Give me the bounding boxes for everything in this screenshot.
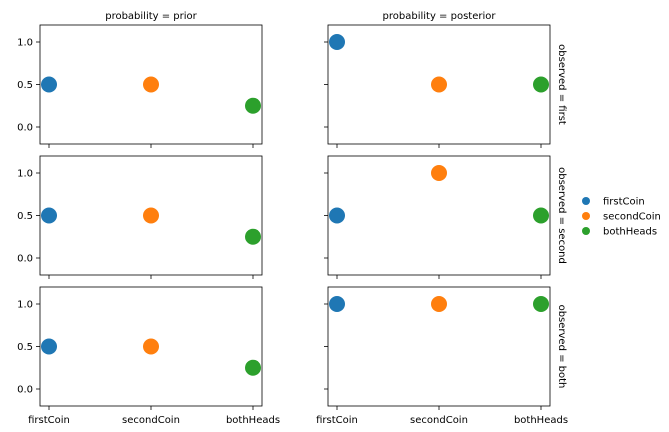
- x-tick-label: secondCoin: [122, 415, 180, 426]
- y-tick-label: 0.0: [17, 123, 33, 134]
- y-tick-label: 0.5: [17, 342, 33, 353]
- legend-marker: [582, 227, 590, 235]
- y-tick-label: 0.0: [17, 385, 33, 396]
- legend-label: secondCoin: [603, 212, 661, 223]
- legend-marker: [582, 197, 590, 205]
- y-tick-label: 1.0: [17, 38, 33, 49]
- row-title: observed = first: [556, 44, 567, 125]
- y-tick-label: 1.0: [17, 169, 33, 180]
- y-tick-label: 0.0: [17, 254, 33, 265]
- data-point-secondCoin: [143, 76, 159, 93]
- legend-label: bothHeads: [603, 227, 657, 238]
- legend: firstCoin secondCoin bothHeads: [582, 197, 661, 238]
- row-title: observed = second: [556, 167, 567, 264]
- data-point-firstCoin: [329, 207, 345, 224]
- legend-marker: [582, 212, 590, 220]
- panel-r1-c0: 0.0 0.5 1.0: [17, 155, 263, 279]
- panel-r0-c0: 0.0 0.5 1.0 probability = prior: [17, 11, 263, 148]
- x-tick-label: bothHeads: [514, 415, 568, 426]
- data-point-secondCoin: [431, 165, 447, 181]
- panels-layer: 0.0 0.5 1.0 probability = prior probability …: [17, 11, 568, 426]
- y-tick-label: 0.5: [17, 211, 33, 222]
- panel-r1-c1: observed = second: [324, 155, 567, 279]
- y-tick-label: 0.5: [17, 80, 33, 91]
- data-point-bothHeads: [533, 207, 549, 224]
- legend-item-bothHeads: bothHeads: [582, 227, 657, 238]
- x-tick-label: firstCoin: [316, 415, 358, 426]
- data-point-firstCoin: [41, 338, 57, 355]
- row-title: observed = both: [556, 305, 567, 389]
- data-point-bothHeads: [245, 359, 261, 376]
- data-point-secondCoin: [431, 76, 447, 93]
- panel-r2-c0: 0.0 0.5 1.0 firstCoin secondCoin bothHeads: [17, 286, 280, 426]
- panel-r0-c1: probability = posterior observed = first: [324, 11, 567, 148]
- data-point-bothHeads: [533, 296, 549, 312]
- x-tick-label: firstCoin: [28, 415, 70, 426]
- legend-label: firstCoin: [603, 197, 645, 208]
- data-point-firstCoin: [41, 207, 57, 224]
- column-title: probability = prior: [105, 11, 197, 22]
- legend-item-secondCoin: secondCoin: [582, 212, 661, 223]
- data-point-secondCoin: [431, 296, 447, 312]
- y-tick-label: 1.0: [17, 300, 33, 311]
- data-point-firstCoin: [329, 296, 345, 312]
- data-point-firstCoin: [329, 34, 345, 50]
- panel-r2-c1: firstCoin secondCoin bothHeads observed = b…: [316, 286, 568, 426]
- legend-item-firstCoin: firstCoin: [582, 197, 645, 208]
- x-tick-label: bothHeads: [226, 415, 280, 426]
- x-tick-label: secondCoin: [410, 415, 468, 426]
- data-point-secondCoin: [143, 338, 159, 355]
- data-point-bothHeads: [245, 228, 261, 245]
- data-point-bothHeads: [533, 76, 549, 93]
- column-title: probability = posterior: [383, 11, 497, 22]
- data-point-bothHeads: [245, 97, 261, 114]
- data-point-secondCoin: [143, 207, 159, 224]
- data-point-firstCoin: [41, 76, 57, 93]
